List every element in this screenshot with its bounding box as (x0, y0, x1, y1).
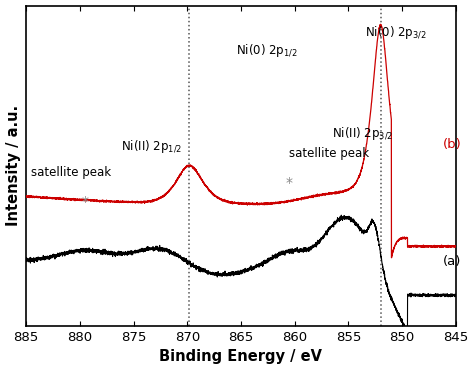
Text: (b): (b) (443, 138, 462, 151)
Text: Ni(II) 2p$_{3/2}$: Ni(II) 2p$_{3/2}$ (332, 125, 393, 142)
X-axis label: Binding Energy / eV: Binding Energy / eV (159, 349, 322, 364)
Text: *: * (82, 195, 89, 209)
Text: Ni(II) 2p$_{1/2}$: Ni(II) 2p$_{1/2}$ (121, 139, 182, 155)
Y-axis label: Intensity / a.u.: Intensity / a.u. (6, 105, 20, 226)
Text: Ni(0) 2p$_{1/2}$: Ni(0) 2p$_{1/2}$ (236, 43, 297, 59)
Text: satellite peak: satellite peak (289, 148, 369, 161)
Text: satellite peak: satellite peak (31, 166, 111, 179)
Text: *: * (286, 176, 293, 191)
Text: (a): (a) (443, 255, 461, 268)
Text: Ni(0) 2p$_{3/2}$: Ni(0) 2p$_{3/2}$ (365, 24, 426, 41)
